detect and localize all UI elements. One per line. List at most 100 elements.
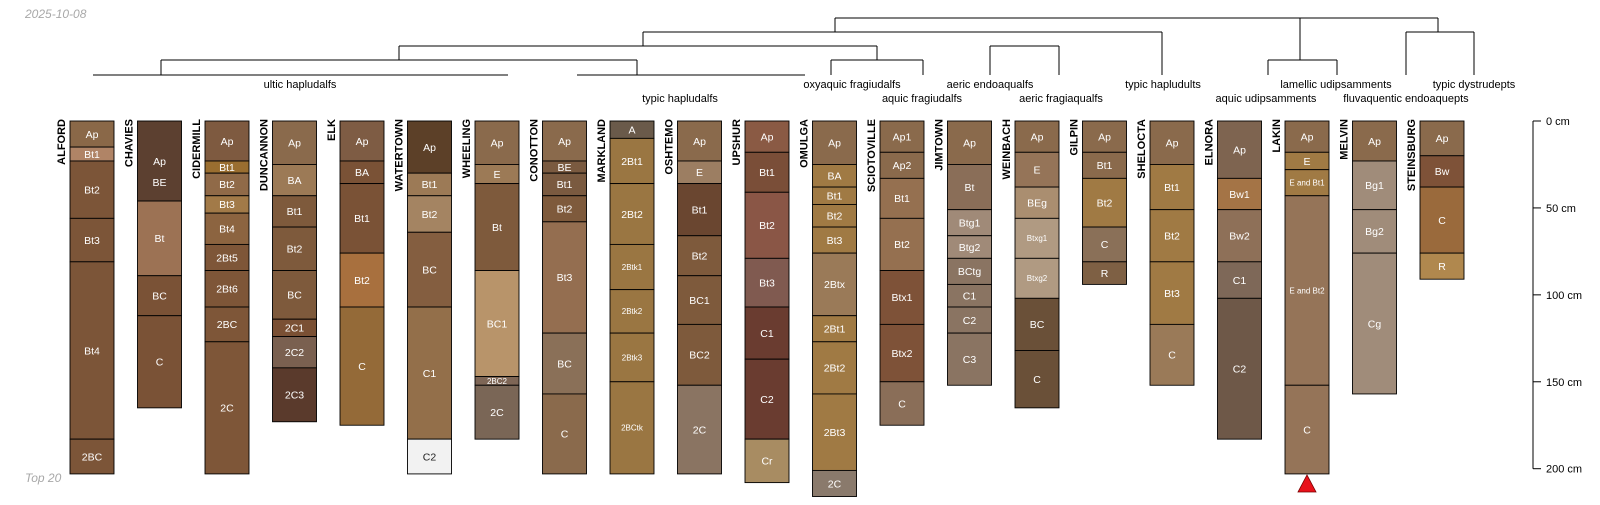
horizon-bt1 [744, 151, 790, 193]
horizon-r [1419, 252, 1465, 280]
horizon-label: Bt2 [827, 211, 843, 223]
horizon-label: C [898, 398, 906, 410]
profile-name: OMULGA [799, 119, 811, 168]
profile-name: ELK [326, 119, 338, 141]
horizon-label: 2BCtk [621, 424, 644, 433]
horizon-label: Ap [1301, 131, 1314, 143]
profile-conotton: CONOTTON Ap BE Bt1 Bt2 Bt3 BC C [529, 119, 587, 475]
group-label: oxyaquic fragiudalfs [803, 79, 901, 91]
horizon-c [339, 306, 385, 426]
horizon-label: BC [422, 264, 437, 276]
horizon-bt2 [744, 191, 790, 259]
axis-tick-label: 150 cm [1546, 377, 1582, 389]
horizon-label: BC [1030, 319, 1045, 331]
horizon-label: Ap [1436, 133, 1449, 145]
horizon-label: Bt2 [422, 209, 438, 221]
horizon-label: Bt2 [84, 184, 100, 196]
horizon-ap [1419, 120, 1465, 157]
horizon-label: 2Bt5 [216, 252, 238, 264]
horizon-label: C2 [760, 394, 774, 406]
profile-name: LAKIN [1271, 119, 1283, 153]
group-label: ultic hapludalfs [264, 79, 337, 91]
horizon-label: 2C [693, 424, 707, 436]
horizon-label: Bt2 [219, 179, 235, 191]
horizon-label: Ap [356, 136, 369, 148]
horizon-label: Bw1 [1229, 189, 1250, 201]
horizon-label: C1 [760, 328, 774, 340]
horizon-label: 2C1 [285, 323, 304, 335]
horizon-2bt3 [812, 393, 857, 471]
profile-name: CONOTTON [529, 119, 541, 182]
horizon-label: Bt3 [219, 199, 235, 211]
horizon-label: A [628, 124, 635, 136]
horizon-label: 2BC [217, 319, 238, 331]
horizon-label: Bt1 [759, 167, 775, 179]
horizon-bc [272, 270, 317, 320]
horizon-label: C [1033, 374, 1041, 386]
horizon-e-and-bt1 [1284, 169, 1330, 197]
horizon-label: Bt2 [1097, 197, 1113, 209]
horizon-ap1 [879, 120, 925, 153]
depth-axis: 0 cm 50 cm 100 cm 150 cm 200 cm [1532, 116, 1582, 476]
horizon-bw2 [1217, 209, 1262, 263]
horizon-beg [1014, 186, 1060, 219]
profile-oshtemo: OSHTEMO Ap E Bt1 Bt2 BC1 BC2 2C [664, 119, 722, 475]
horizon-label: Bt1 [422, 179, 438, 191]
horizon-ap [677, 120, 722, 162]
horizon-label: Ap2 [893, 160, 912, 172]
horizon-label: C [1438, 215, 1446, 227]
horizon-label: Bg1 [1365, 180, 1384, 192]
profile-gilpin: GILPIN Ap Bt1 Bt2 C R [1069, 119, 1127, 285]
profile-name: OSHTEMO [664, 119, 676, 175]
profile-name: MELVIN [1339, 119, 1351, 160]
profile-name: CIDERMILL [191, 119, 203, 179]
horizon-label: Bt2 [1164, 231, 1180, 243]
horizon-label: Ap [1233, 144, 1246, 156]
horizon-bt1 [677, 183, 722, 237]
profile-jimtown: JIMTOWN Ap Bt Btg1 Btg2 BCtg C1 C2 C3 [934, 119, 992, 386]
horizon-bt3 [542, 221, 587, 334]
horizon-ap [474, 120, 520, 165]
profile-shelocta: SHELOCTA Ap Bt1 Bt2 Bt3 C [1136, 119, 1195, 386]
horizon-bc [1014, 297, 1060, 351]
horizon-bt [137, 200, 182, 277]
axis-tick-label: 50 cm [1546, 203, 1576, 215]
horizon-label: E and Bt2 [1289, 286, 1325, 295]
horizon-label: C [156, 357, 164, 369]
horizon-label: 2C [220, 403, 234, 415]
profile-name: GILPIN [1069, 119, 1081, 156]
horizon-label: Bt [965, 182, 975, 194]
horizon-2bt2 [609, 183, 655, 245]
horizon-2bt5 [204, 243, 250, 271]
horizon-c [1149, 323, 1195, 386]
horizon-label: 2Bt2 [824, 363, 846, 375]
horizon-label: Btg1 [959, 217, 981, 229]
horizon-bw1 [1217, 177, 1262, 211]
horizon-label: Ap [1031, 131, 1044, 143]
profile-name: STEINSBURG [1406, 119, 1418, 191]
horizon-label: E [1033, 164, 1040, 176]
profile-name: CHAVIES [124, 119, 136, 167]
horizon-label: Ap [86, 129, 99, 141]
horizon-2bc [69, 438, 115, 475]
horizon-label: Btxg1 [1027, 234, 1048, 243]
horizon-bt1 [1082, 151, 1127, 179]
horizon-2c [677, 384, 722, 475]
horizon-label: BA [287, 175, 301, 187]
horizon-c [879, 381, 925, 426]
horizon-label: 2C [490, 407, 504, 419]
horizon-bc2 [677, 323, 722, 386]
horizon-label: C1 [963, 290, 977, 302]
horizon-label: C [1303, 424, 1311, 436]
horizon-bc1 [474, 270, 520, 378]
horizon-label: E and Bt1 [1289, 179, 1325, 188]
profile-melvin: MELVIN Ap Bg1 Bg2 Cg [1339, 119, 1397, 395]
horizon-label: Bt1 [287, 206, 303, 218]
profile-upshur: UPSHUR Ap Bt1 Bt2 Bt3 C1 C2 Cr [731, 119, 790, 484]
profile-name: SHELOCTA [1136, 119, 1148, 179]
horizon-label: Ap [558, 136, 571, 148]
horizon-c [1014, 350, 1060, 409]
horizon-label: Bt [492, 222, 502, 234]
horizon-bc1 [677, 275, 722, 325]
